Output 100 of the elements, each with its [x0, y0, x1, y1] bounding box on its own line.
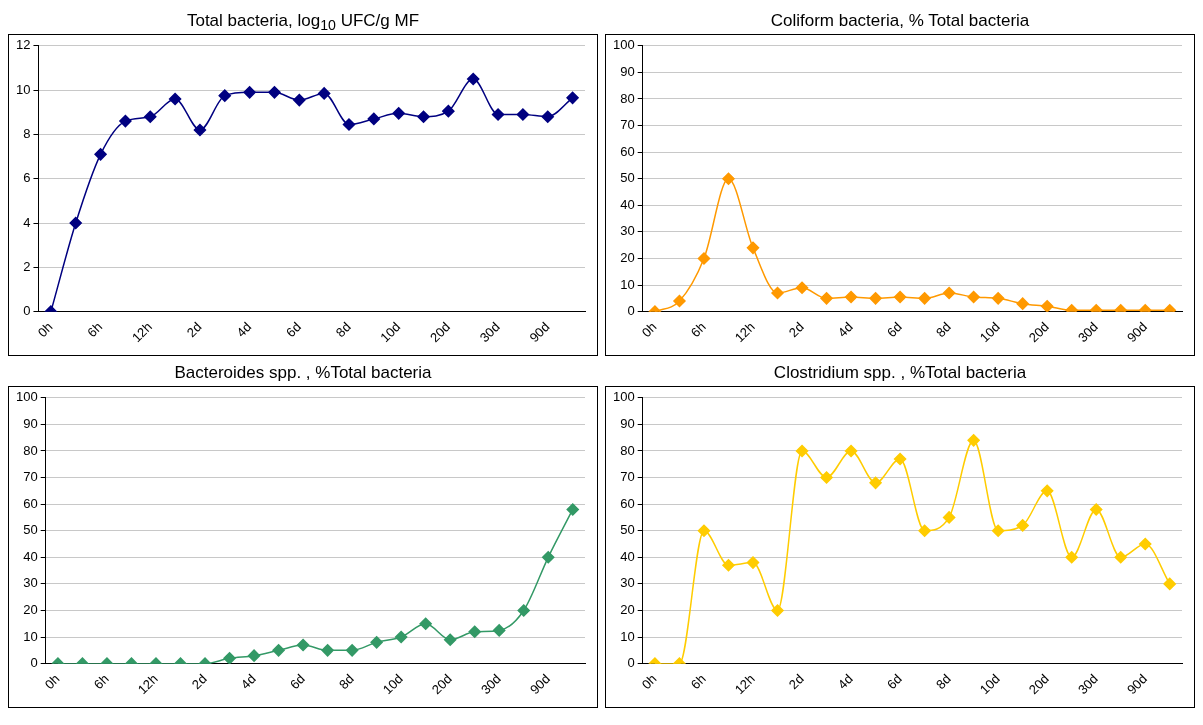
- chart-title: Total bacteria, log$_{10}$ UFC/g MF: [185, 10, 421, 34]
- y-tick-label: 0: [627, 303, 635, 319]
- point: [1114, 551, 1127, 564]
- y-tick-label: 0: [30, 655, 38, 671]
- y-tick-label: 40: [620, 548, 635, 564]
- x-tick-label: 6d: [283, 319, 304, 341]
- y-tick-label: 80: [23, 442, 38, 458]
- y-tick-label: 8: [23, 125, 31, 141]
- x-tick-label: 12h: [128, 319, 155, 346]
- y-tick-label: 0: [627, 655, 635, 671]
- point: [419, 617, 432, 631]
- x-tick-label: 0h: [34, 319, 56, 341]
- x-tick-label: 6h: [90, 671, 112, 693]
- y-tick-label: 50: [620, 522, 635, 538]
- y-tick-label: 80: [620, 442, 635, 458]
- chart-title: Bacteroides spp. , %Total bacteria: [173, 362, 433, 384]
- point: [1040, 300, 1054, 312]
- x-tick-label: 6d: [883, 319, 905, 341]
- point: [317, 87, 331, 100]
- point: [69, 216, 82, 230]
- point: [746, 556, 760, 569]
- y-tick-label: 10: [23, 628, 38, 644]
- y-tick-label: 90: [23, 415, 38, 431]
- y-tick-label: 70: [23, 469, 38, 485]
- point: [697, 252, 711, 265]
- point: [193, 123, 207, 137]
- point: [967, 434, 980, 447]
- y-tick-label: 50: [620, 170, 635, 186]
- y-tick-label: 4: [23, 214, 31, 230]
- point: [722, 559, 735, 572]
- point: [869, 476, 882, 490]
- y-tick-label: 80: [620, 90, 635, 106]
- y-tick-label: 40: [620, 196, 635, 212]
- x-tick-label: 0h: [41, 671, 63, 693]
- point: [1163, 577, 1176, 591]
- x-tick-label: 10d: [377, 319, 404, 346]
- x-tick-label: 6h: [687, 671, 709, 693]
- point: [516, 108, 530, 121]
- point: [168, 92, 182, 106]
- y-tick-label: 100: [15, 389, 38, 405]
- chart-title: Coliform bacteria, % Total bacteria: [769, 10, 1031, 32]
- point: [991, 524, 1005, 537]
- point: [342, 118, 356, 131]
- point: [566, 91, 579, 105]
- y-tick-label: 20: [620, 250, 635, 266]
- x-tick-label: 20d: [1025, 671, 1052, 698]
- point: [394, 630, 408, 644]
- y-tick-label: 10: [15, 81, 31, 97]
- point: [296, 638, 310, 652]
- point: [321, 644, 334, 657]
- x-tick-label: 6d: [286, 671, 308, 693]
- y-tick-label: 50: [23, 522, 38, 538]
- point: [820, 471, 833, 484]
- x-tick-label: 12h: [731, 319, 758, 346]
- point: [991, 292, 1005, 305]
- y-tick-label: 12: [15, 37, 31, 53]
- point: [967, 290, 980, 304]
- point: [1065, 551, 1078, 564]
- point: [466, 72, 480, 86]
- point: [144, 110, 157, 123]
- point: [746, 241, 760, 255]
- point: [541, 110, 554, 123]
- point: [223, 652, 236, 664]
- point: [1016, 297, 1029, 310]
- point: [566, 503, 579, 516]
- x-tick-label: 4d: [233, 319, 255, 341]
- x-tick-label: 0h: [638, 319, 660, 341]
- point: [268, 86, 281, 99]
- point: [367, 112, 381, 126]
- point: [345, 644, 359, 657]
- point: [119, 114, 132, 128]
- y-tick-label: 10: [620, 276, 635, 292]
- point: [218, 89, 232, 102]
- point: [1016, 519, 1029, 532]
- y-tick-label: 60: [23, 495, 38, 511]
- point: [771, 604, 784, 617]
- point: [442, 104, 455, 118]
- x-tick-label: 90d: [1123, 319, 1150, 346]
- point: [844, 290, 858, 304]
- point: [492, 624, 506, 637]
- x-tick-label: 8d: [932, 671, 954, 693]
- y-tick-label: 90: [620, 63, 635, 79]
- point: [1138, 537, 1152, 551]
- x-tick-label: 6h: [84, 319, 106, 341]
- point: [893, 290, 907, 304]
- point: [942, 286, 956, 300]
- x-tick-label: 8d: [932, 319, 954, 341]
- x-tick-label: 30d: [1074, 671, 1101, 698]
- point: [820, 292, 833, 305]
- point: [94, 148, 107, 161]
- point: [918, 292, 931, 305]
- y-tick-label: 60: [620, 495, 635, 511]
- x-tick-label: 12h: [134, 671, 161, 698]
- point: [942, 511, 956, 524]
- point: [392, 107, 405, 120]
- point: [517, 604, 530, 617]
- point: [697, 524, 711, 537]
- x-tick-label: 20d: [428, 671, 455, 698]
- point: [468, 625, 481, 638]
- y-tick-label: 60: [620, 143, 635, 159]
